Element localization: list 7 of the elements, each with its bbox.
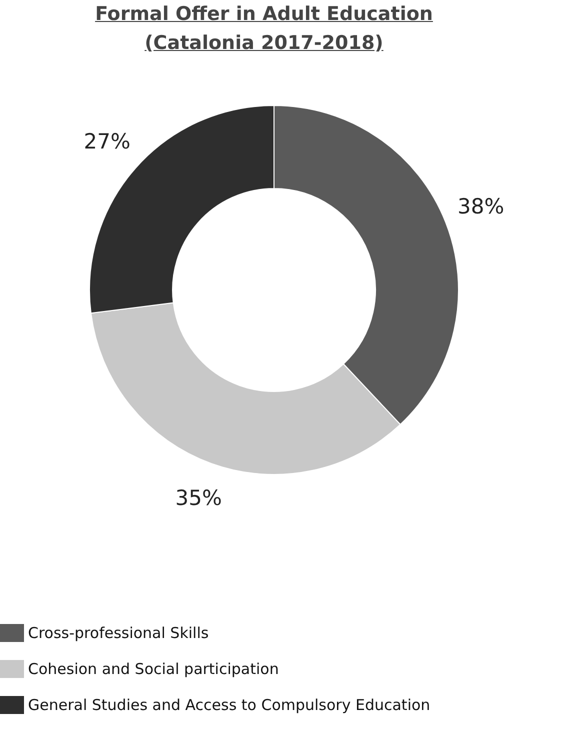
legend-label: Cohesion and Social participation [28,660,279,678]
legend-label: General Studies and Access to Compulsory Education [28,696,430,714]
data-label: 27% [84,129,130,154]
data-label: 38% [458,194,504,219]
legend-label: Cross-professional Skills [28,624,209,642]
data-label: 35% [175,486,222,510]
chart-title: Formal Offer in Adult Education (Catalonia 2017-2018) [94,2,434,56]
